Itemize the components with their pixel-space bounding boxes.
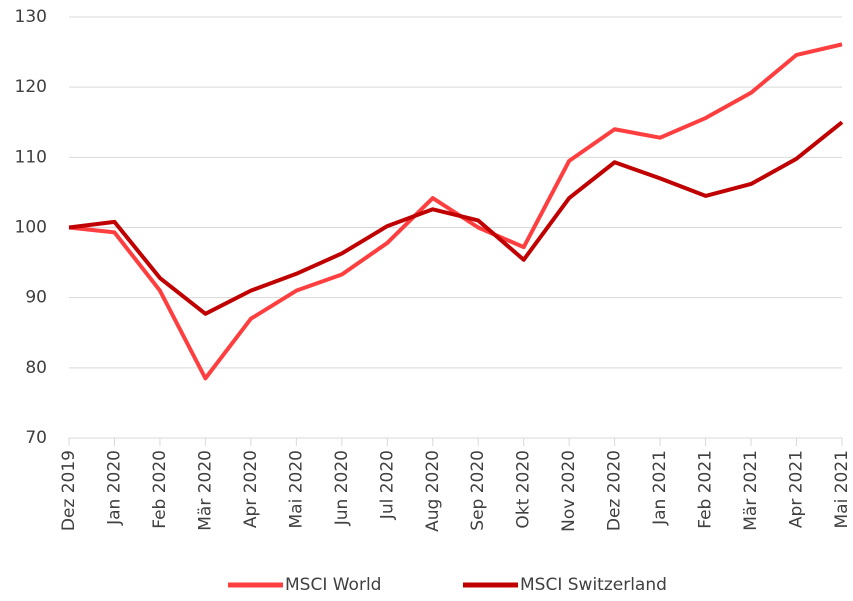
y-tick-label: 110	[15, 147, 47, 167]
x-tick-label: Okt 2020	[514, 450, 534, 529]
x-tick-label: Aug 2020	[423, 450, 443, 532]
y-tick-label: 120	[15, 77, 47, 97]
x-tick-label: Mai 2021	[832, 450, 852, 528]
legend-label: MSCI World	[285, 575, 381, 595]
y-tick-label: 80	[25, 358, 47, 378]
x-tick-label: Sep 2020	[468, 450, 488, 531]
y-tick-label: 70	[25, 428, 47, 448]
x-tick-label: Feb 2021	[696, 450, 716, 529]
x-tick-label: Mär 2020	[195, 450, 215, 531]
legend-label: MSCI Switzerland	[520, 575, 667, 595]
series-line	[68, 42, 843, 381]
x-tick-label: Jan 2021	[650, 450, 670, 526]
x-tick-label: Mai 2020	[286, 450, 306, 528]
x-tick-label: Nov 2020	[559, 450, 579, 532]
x-tick-label: Apr 2020	[241, 450, 261, 528]
x-tick-label: Dez 2019	[59, 450, 79, 531]
x-tick-label: Jul 2020	[377, 450, 397, 520]
y-tick-label: 90	[25, 288, 47, 308]
x-tick-label: Jan 2020	[104, 450, 124, 526]
x-tick-label: Feb 2020	[150, 450, 170, 529]
x-tick-label: Dez 2020	[605, 450, 625, 531]
x-tick-label: Apr 2021	[787, 450, 807, 528]
series-line	[68, 120, 844, 316]
x-tick-label: Jun 2020	[332, 450, 352, 526]
y-tick-label: 130	[15, 7, 47, 27]
x-tick-label: Mär 2021	[741, 450, 761, 531]
y-tick-label: 100	[15, 218, 47, 238]
